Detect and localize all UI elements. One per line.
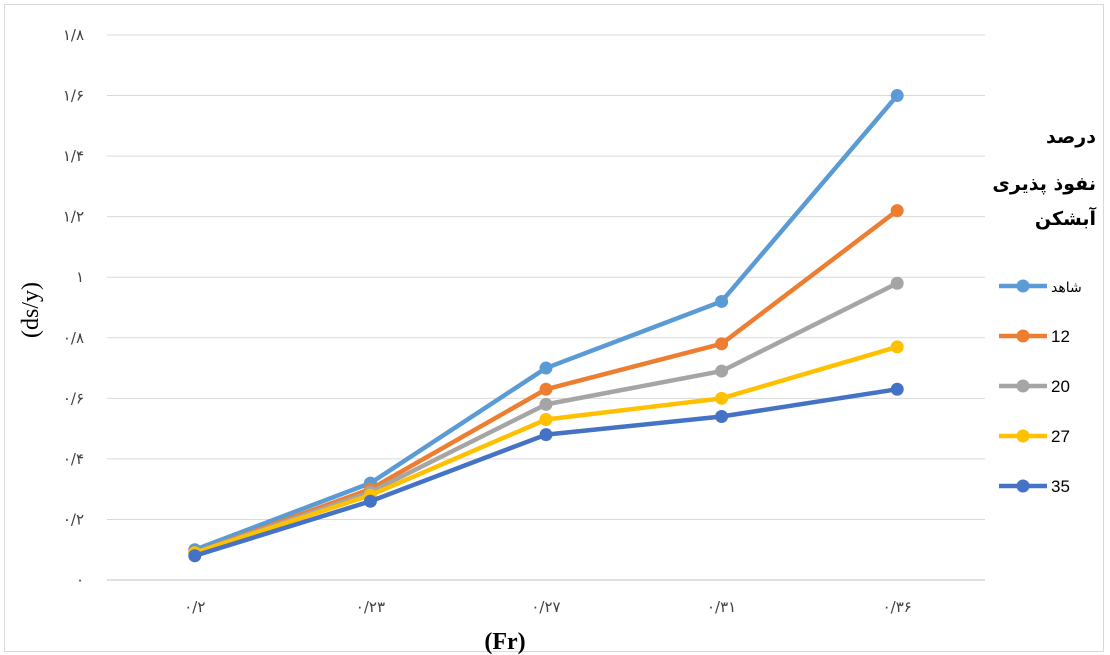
y-tick-label: ۰/۲	[63, 510, 84, 528]
data-point	[891, 277, 904, 290]
data-point	[540, 413, 553, 426]
y-tick-label: ۰/۶	[63, 389, 84, 407]
legend: درصد نفوذ پذیری آبشکن شاهد 12 20 27 35	[992, 126, 1096, 496]
legend-items: شاهد 12 20 27 35	[999, 280, 1082, 497]
data-point	[540, 362, 553, 375]
data-point	[891, 89, 904, 102]
data-point	[715, 295, 728, 308]
data-point	[715, 365, 728, 378]
legend-marker	[1017, 480, 1030, 493]
series-group	[188, 89, 903, 562]
y-axis-ticks: ۰ ۰/۲ ۰/۴ ۰/۶ ۰/۸ ۱ ۱/۲ ۱/۴ ۱/۶ ۱/۸	[63, 26, 84, 589]
y-tick-label: ۰/۴	[63, 450, 84, 468]
y-tick-label: ۱/۴	[63, 147, 84, 165]
series-line-0	[195, 96, 897, 550]
data-point	[540, 383, 553, 396]
x-tick-label: ۰/۳۶	[883, 598, 912, 616]
legend-marker	[1017, 380, 1030, 393]
data-point	[891, 340, 904, 353]
x-tick-label: ۰/۲۳	[356, 598, 385, 616]
y-tick-label: ۰/۸	[63, 329, 84, 347]
data-point	[715, 392, 728, 405]
x-tick-label: ۰/۲۷	[531, 598, 560, 616]
y-tick-label: ۱/۲	[63, 208, 84, 226]
data-point	[364, 495, 377, 508]
data-point	[188, 549, 201, 562]
data-point	[715, 337, 728, 350]
data-point	[715, 410, 728, 423]
legend-marker	[1017, 430, 1030, 443]
legend-marker	[1017, 280, 1030, 293]
data-point	[891, 383, 904, 396]
legend-title-line-1: درصد	[1046, 126, 1096, 148]
legend-label: 27	[1051, 427, 1070, 446]
x-axis-ticks: ۰/۲ ۰/۲۳ ۰/۲۷ ۰/۳۱ ۰/۳۶	[184, 598, 912, 616]
x-tick-label: ۰/۳۱	[707, 598, 736, 616]
data-point	[891, 204, 904, 217]
data-point	[540, 428, 553, 441]
legend-label: شاهد	[1051, 280, 1082, 296]
series-line-1	[195, 211, 897, 553]
y-tick-label: ۱	[76, 268, 84, 286]
y-tick-label: ۱/۸	[63, 26, 84, 44]
legend-marker	[1017, 330, 1030, 343]
legend-label: 12	[1051, 327, 1070, 346]
legend-label: 20	[1051, 377, 1070, 396]
x-tick-label: ۰/۲	[184, 598, 205, 616]
x-axis-title: (Fr)	[484, 629, 525, 655]
y-tick-label: ۰	[76, 571, 84, 589]
legend-label: 35	[1051, 477, 1070, 496]
data-point	[540, 398, 553, 411]
legend-title-line-2: نفوذ پذیری	[992, 173, 1096, 195]
y-axis-title: (ds/y)	[18, 282, 44, 338]
y-tick-label: ۱/۶	[63, 87, 84, 105]
legend-title-line-3: آبشکن	[1035, 206, 1097, 230]
